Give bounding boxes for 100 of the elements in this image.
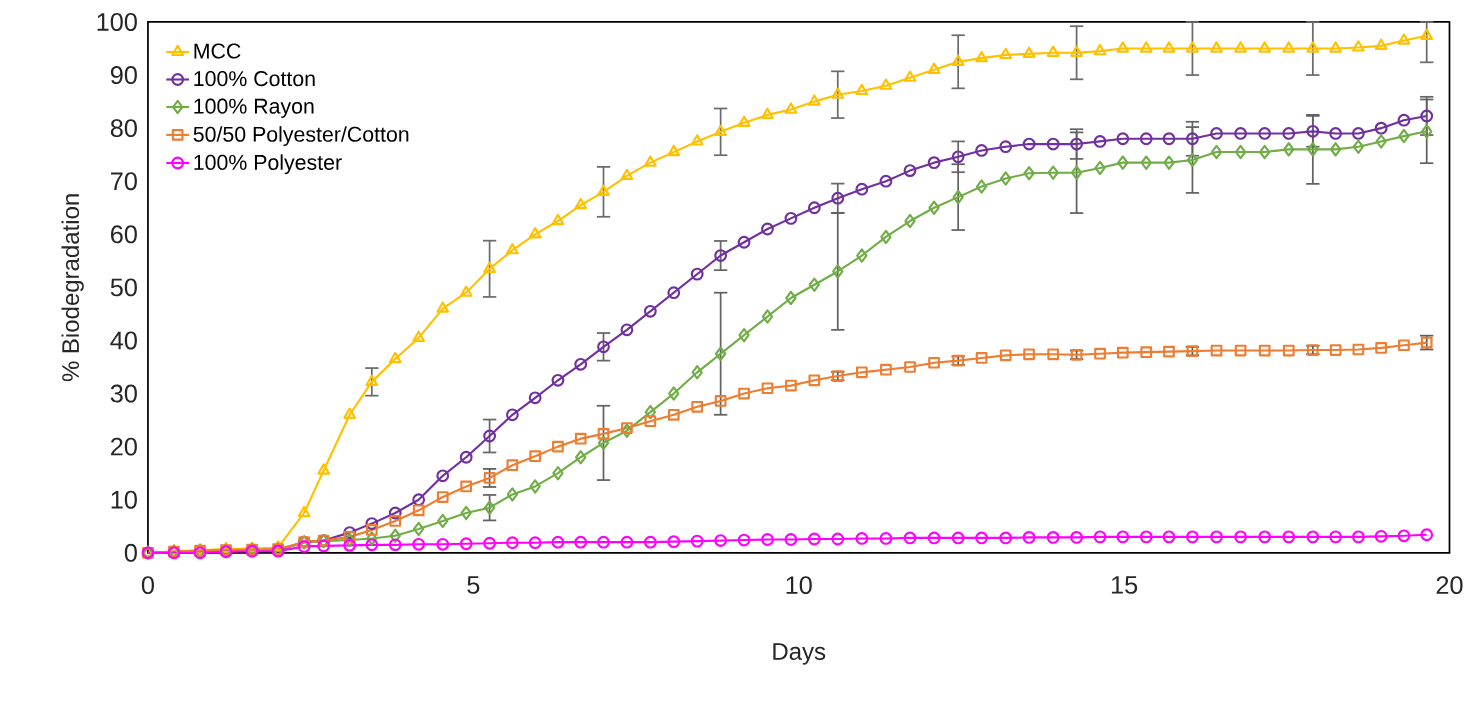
point bbox=[529, 479, 541, 494]
point bbox=[927, 156, 941, 170]
point bbox=[506, 243, 519, 255]
point bbox=[1116, 132, 1130, 146]
point bbox=[903, 164, 917, 178]
point bbox=[621, 422, 633, 435]
point bbox=[552, 440, 564, 453]
point bbox=[620, 323, 634, 337]
point bbox=[855, 182, 869, 196]
point bbox=[505, 536, 519, 550]
point bbox=[344, 532, 356, 548]
point bbox=[1022, 46, 1036, 59]
point bbox=[737, 115, 751, 128]
point bbox=[999, 47, 1013, 60]
point bbox=[1398, 129, 1410, 144]
point bbox=[1210, 41, 1223, 53]
point bbox=[691, 365, 703, 380]
point bbox=[999, 140, 1013, 154]
y-tick-label: 90 bbox=[110, 66, 137, 85]
point bbox=[620, 535, 634, 549]
point bbox=[714, 249, 728, 263]
point bbox=[528, 227, 542, 239]
point bbox=[597, 184, 610, 197]
point bbox=[785, 379, 797, 392]
point bbox=[999, 531, 1013, 545]
point bbox=[1258, 127, 1272, 140]
point bbox=[506, 459, 519, 472]
legend-label: 100% Cotton bbox=[194, 71, 315, 87]
point bbox=[1375, 134, 1387, 149]
legend-label: 100% Polyester bbox=[194, 154, 342, 175]
point bbox=[389, 515, 402, 527]
point bbox=[690, 267, 704, 281]
point bbox=[808, 277, 821, 293]
point bbox=[903, 70, 917, 82]
point bbox=[365, 524, 378, 536]
point bbox=[761, 309, 774, 324]
point bbox=[808, 374, 821, 387]
point bbox=[597, 428, 610, 440]
y-tick-label: 10 bbox=[111, 490, 137, 509]
point bbox=[643, 155, 657, 167]
point bbox=[1282, 344, 1295, 357]
point bbox=[975, 144, 988, 157]
point bbox=[879, 78, 893, 90]
point bbox=[1329, 530, 1343, 544]
x-tick-label: 15 bbox=[1111, 576, 1138, 594]
point bbox=[528, 391, 542, 405]
point bbox=[597, 435, 610, 451]
point bbox=[784, 102, 798, 114]
point bbox=[1116, 530, 1130, 544]
point bbox=[388, 351, 402, 364]
point bbox=[784, 212, 798, 225]
point bbox=[574, 358, 588, 371]
point bbox=[366, 531, 378, 546]
point bbox=[952, 190, 964, 205]
point bbox=[690, 134, 704, 146]
y-tick-label: 60 bbox=[111, 225, 137, 244]
point bbox=[975, 179, 988, 194]
point bbox=[551, 213, 565, 226]
point bbox=[1093, 135, 1107, 148]
point bbox=[1352, 139, 1365, 155]
point bbox=[388, 538, 402, 552]
point bbox=[1023, 348, 1035, 361]
point bbox=[643, 305, 657, 318]
point bbox=[928, 357, 940, 369]
point bbox=[1329, 41, 1342, 53]
point bbox=[1329, 142, 1342, 157]
point bbox=[880, 229, 892, 245]
point bbox=[412, 504, 425, 517]
point bbox=[1397, 529, 1411, 543]
point bbox=[483, 500, 496, 515]
point bbox=[1258, 41, 1272, 53]
point bbox=[1094, 160, 1106, 176]
point bbox=[343, 539, 357, 552]
point bbox=[737, 533, 751, 547]
legend-label: 100% Rayon bbox=[194, 98, 314, 119]
point bbox=[597, 340, 610, 354]
point bbox=[1210, 144, 1223, 160]
point bbox=[927, 62, 941, 75]
point bbox=[412, 493, 426, 507]
point bbox=[1234, 144, 1247, 160]
point bbox=[855, 83, 869, 96]
point bbox=[691, 401, 704, 413]
point bbox=[951, 531, 965, 545]
point bbox=[1234, 344, 1247, 357]
point bbox=[1162, 41, 1176, 53]
point bbox=[999, 349, 1012, 362]
point bbox=[1282, 41, 1296, 53]
point bbox=[1210, 344, 1223, 357]
point bbox=[831, 532, 845, 546]
point bbox=[1258, 344, 1271, 357]
x-tick-label: 0 bbox=[141, 576, 154, 595]
point bbox=[1186, 41, 1199, 53]
point bbox=[483, 261, 496, 274]
point bbox=[904, 213, 916, 229]
point bbox=[1374, 38, 1388, 51]
point bbox=[552, 466, 564, 481]
point bbox=[506, 487, 519, 502]
point bbox=[1093, 530, 1107, 544]
point bbox=[855, 366, 868, 379]
point bbox=[1259, 144, 1271, 160]
